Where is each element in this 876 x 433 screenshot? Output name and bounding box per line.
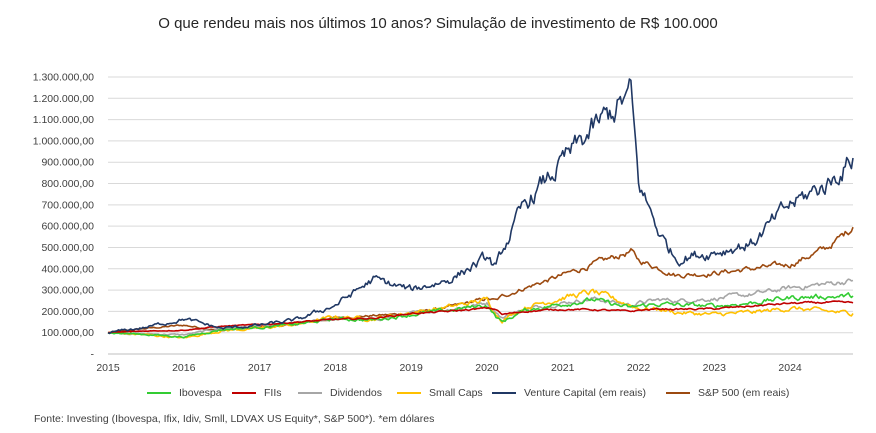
axes: - 100.000,00 200.000,00 300.000,00 400.000,0… xyxy=(33,72,853,374)
legend-label: Dividendos xyxy=(330,387,382,399)
x-tick-label: 2020 xyxy=(475,362,499,374)
legend-item: Ibovespa xyxy=(147,385,222,401)
x-tick-label: 2018 xyxy=(324,362,348,374)
y-tick-label: 1.200.000,00 xyxy=(33,93,94,105)
series-line-s-p-500-em-reais xyxy=(107,226,854,334)
legend-item: Small Caps xyxy=(397,385,483,401)
x-tick-label: 2015 xyxy=(96,362,120,374)
chart-title: O que rendeu mais nos últimos 10 anos? S… xyxy=(158,15,718,32)
legend-label: Ibovespa xyxy=(179,387,222,399)
y-tick-label: 600.000,00 xyxy=(41,221,94,233)
y-tick-label: 200.000,00 xyxy=(41,306,94,318)
legend-swatch xyxy=(147,392,171,394)
y-tick-label: 1.300.000,00 xyxy=(33,72,94,84)
series-line-fiis xyxy=(107,300,854,334)
source-note: Fonte: Investing (Ibovespa, Ifix, Idiv, … xyxy=(34,413,435,425)
series-line-ibovespa xyxy=(107,292,854,339)
y-tick-label: 700.000,00 xyxy=(41,199,94,211)
legend-swatch xyxy=(492,392,516,394)
legend-swatch xyxy=(397,392,421,394)
x-tick-label: 2019 xyxy=(399,362,423,374)
gridlines xyxy=(108,76,853,334)
legend-item: FIIs xyxy=(232,385,282,401)
y-tick-label: 100.000,00 xyxy=(41,327,94,339)
legend-label: S&P 500 (em reais) xyxy=(698,387,790,399)
y-tick-label: 500.000,00 xyxy=(41,242,94,254)
x-tick-label: 2016 xyxy=(172,362,196,374)
legend-item: Dividendos xyxy=(298,385,382,401)
series-line-venture-capital-em-reais xyxy=(107,78,854,335)
y-tick-label: 400.000,00 xyxy=(41,263,94,275)
legend-label: FIIs xyxy=(264,387,282,399)
y-tick-label: 1.100.000,00 xyxy=(33,114,94,126)
series-lines xyxy=(107,78,854,339)
y-tick-label: 900.000,00 xyxy=(41,157,94,169)
y-tick-label: - xyxy=(91,349,95,361)
x-tick-label: 2017 xyxy=(248,362,272,374)
legend-label: Small Caps xyxy=(429,387,483,399)
series-line-small-caps xyxy=(107,288,854,339)
y-tick-label: 300.000,00 xyxy=(41,285,94,297)
x-tick-label: 2021 xyxy=(551,362,575,374)
x-tick-label: 2023 xyxy=(703,362,727,374)
legend-label: Venture Capital (em reais) xyxy=(524,387,646,399)
y-tick-label: 1.000.000,00 xyxy=(33,135,94,147)
legend-item: Venture Capital (em reais) xyxy=(492,385,646,401)
x-tick-label: 2024 xyxy=(778,362,802,374)
x-tick-label: 2022 xyxy=(627,362,651,374)
legend-swatch xyxy=(666,392,690,394)
y-tick-label: 800.000,00 xyxy=(41,178,94,190)
legend-swatch xyxy=(232,392,256,394)
legend-item: S&P 500 (em reais) xyxy=(666,385,789,401)
legend: Ibovespa FIIs Dividendos Small Caps Venture … xyxy=(0,385,876,401)
legend-swatch xyxy=(298,392,322,394)
